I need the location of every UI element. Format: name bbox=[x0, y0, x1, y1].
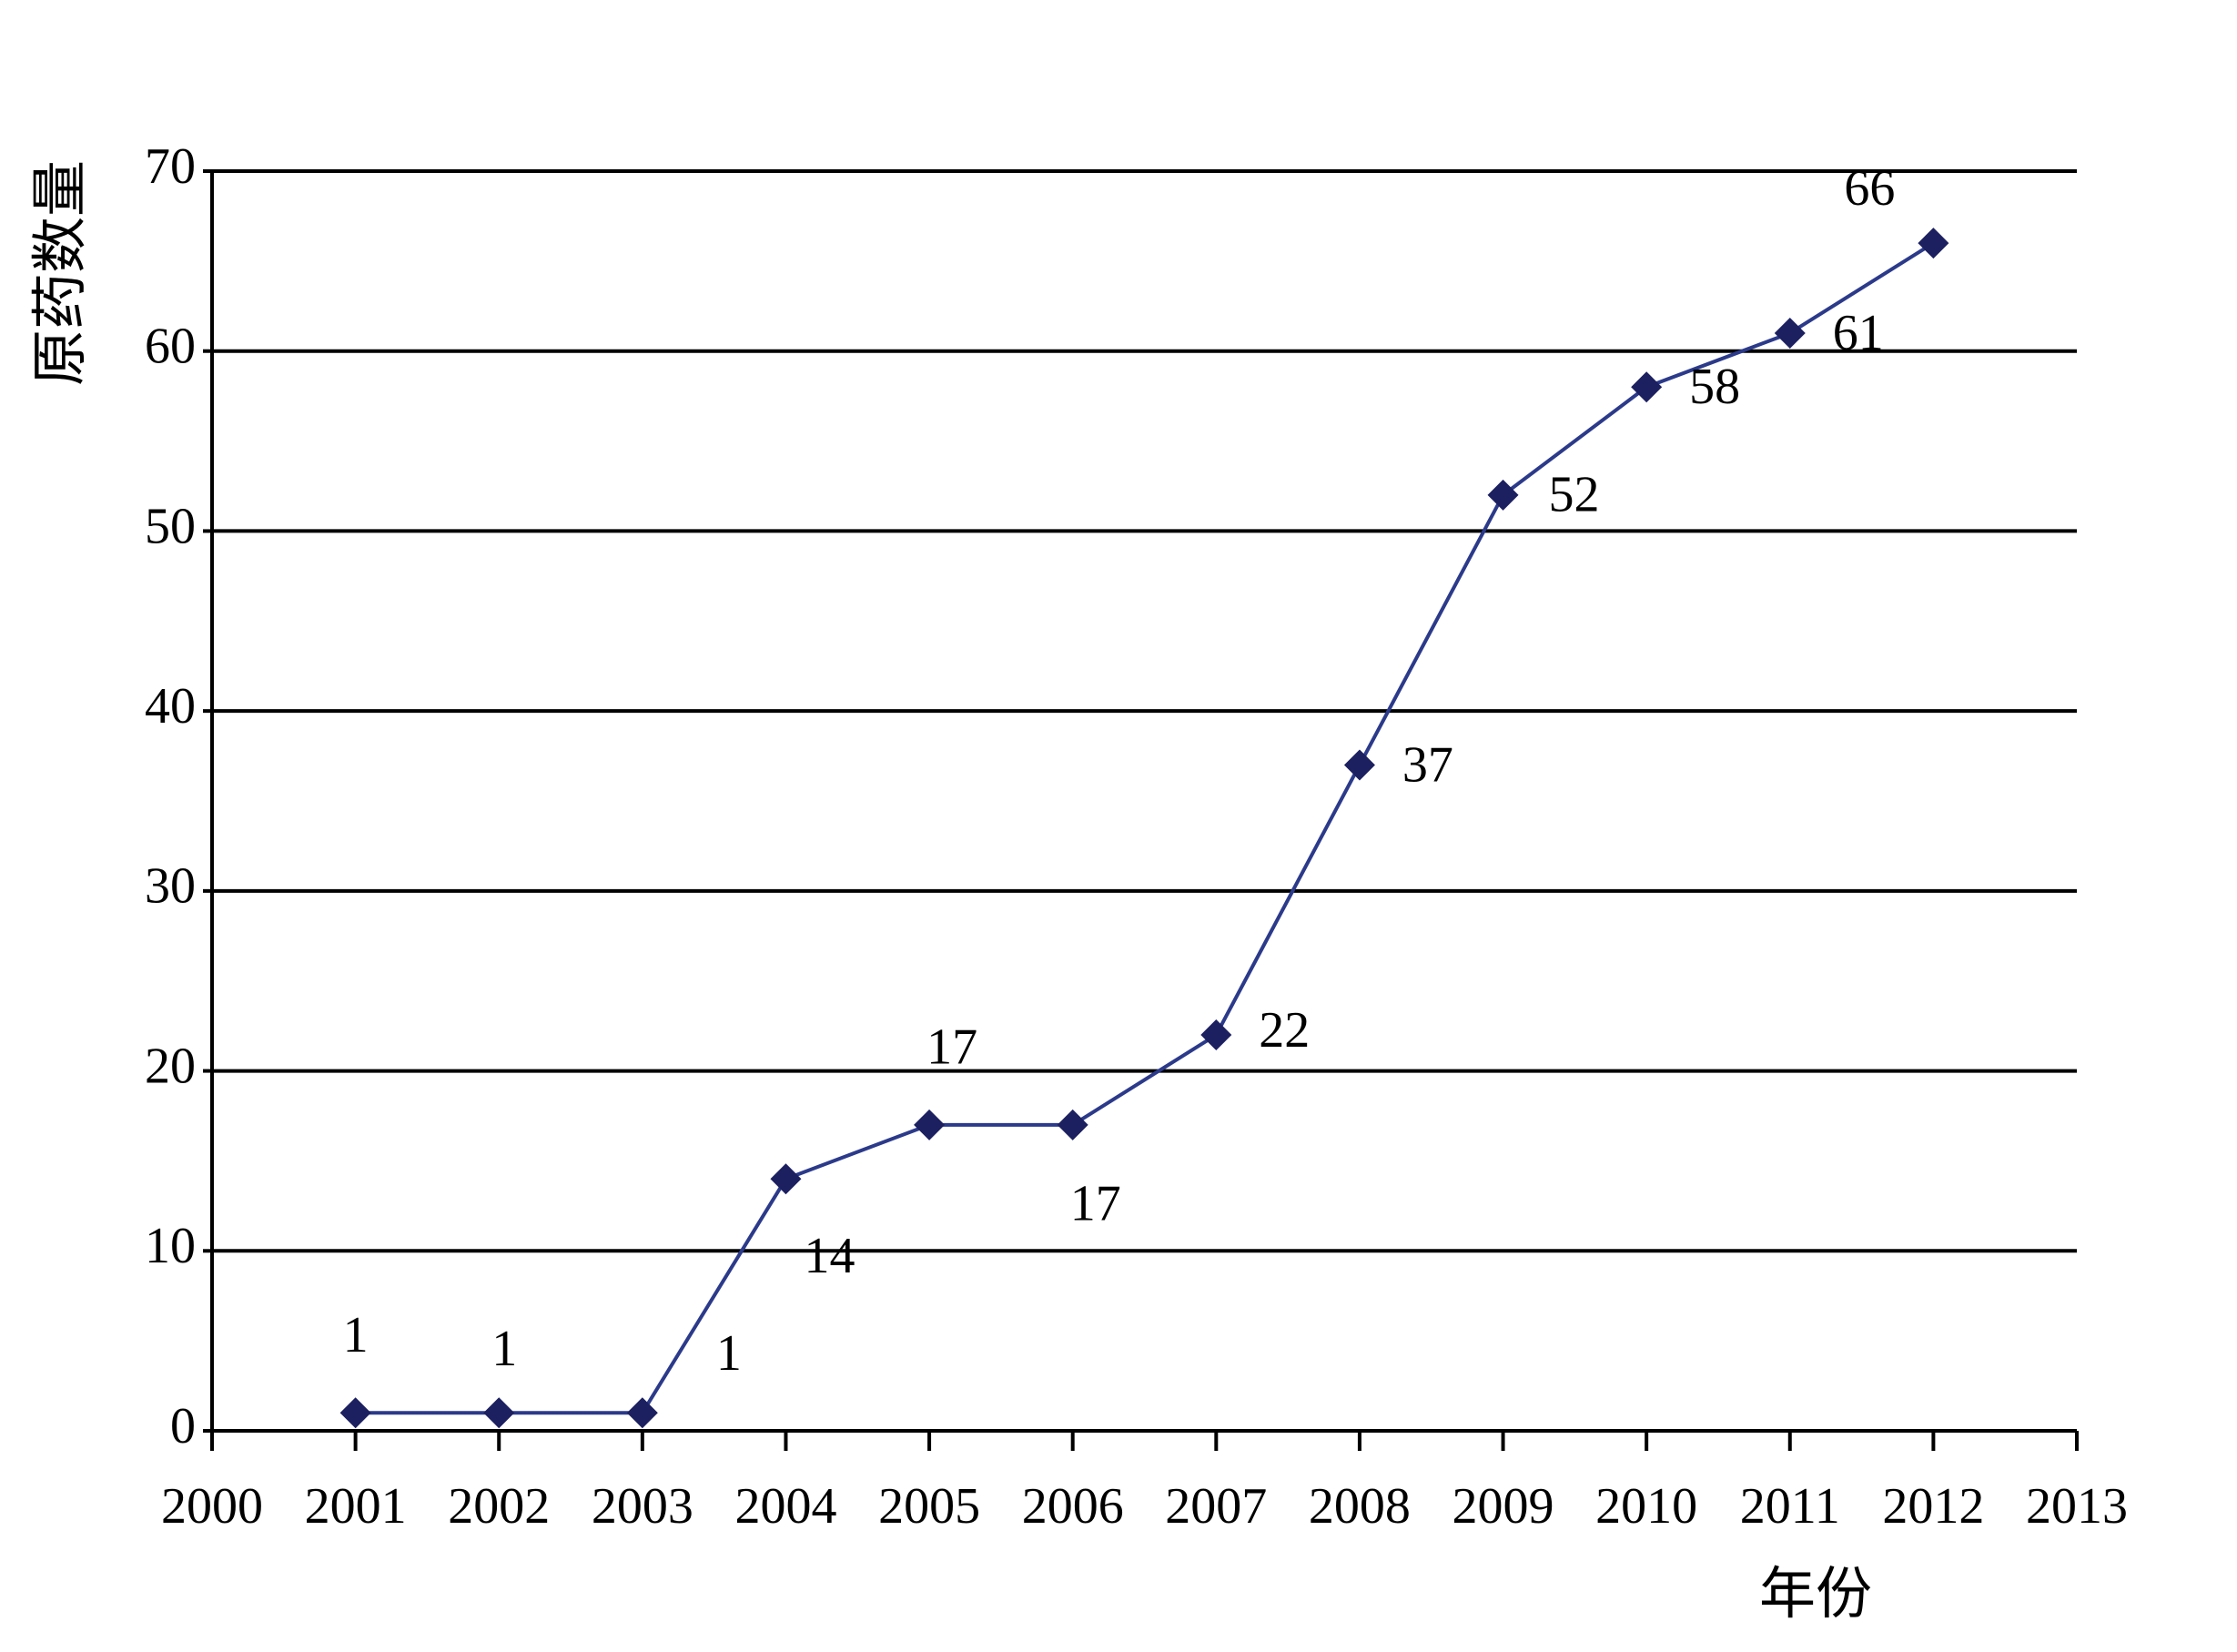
y-tick-label: 50 bbox=[145, 498, 196, 554]
y-axis-title: 原药数量 bbox=[26, 160, 93, 386]
x-tick-label: 2012 bbox=[1882, 1478, 1984, 1535]
x-tick-label: 2005 bbox=[878, 1478, 980, 1535]
y-tick-label: 70 bbox=[145, 138, 196, 195]
data-label: 17 bbox=[926, 1019, 977, 1076]
data-point-marker bbox=[1631, 371, 1663, 403]
data-point-marker bbox=[1918, 228, 1949, 259]
data-point-marker bbox=[1487, 479, 1519, 511]
axis-layer: 0 10 20 30 40 50 60 70 2000 2001 2002 2003 2004 2005 2… bbox=[145, 138, 2128, 1535]
data-point-marker bbox=[1774, 317, 1806, 349]
x-tick-label: 2000 bbox=[161, 1478, 263, 1535]
data-point-marker bbox=[914, 1109, 946, 1140]
x-tick-label: 2013 bbox=[2026, 1478, 2128, 1535]
data-point-marker bbox=[1057, 1109, 1088, 1140]
x-tick-label: 2010 bbox=[1595, 1478, 1697, 1535]
y-tick-label: 60 bbox=[145, 319, 196, 375]
x-tick-label: 2011 bbox=[1740, 1478, 1840, 1535]
data-point-marker bbox=[1343, 749, 1375, 781]
data-label: 58 bbox=[1689, 359, 1740, 415]
data-label: 17 bbox=[1070, 1176, 1121, 1232]
data-label: 52 bbox=[1549, 467, 1600, 523]
data-label: 14 bbox=[804, 1228, 855, 1284]
y-tick-label: 10 bbox=[145, 1218, 196, 1274]
x-tick-label: 2004 bbox=[734, 1478, 836, 1535]
y-tick-label: 0 bbox=[170, 1398, 196, 1454]
x-axis-title: 年份 bbox=[1759, 1560, 1872, 1627]
y-tick-label: 30 bbox=[145, 858, 196, 915]
data-point-marker bbox=[626, 1397, 658, 1429]
grid-layer bbox=[212, 169, 2077, 1253]
data-label: 61 bbox=[1833, 305, 1884, 361]
series-layer bbox=[339, 228, 1949, 1429]
data-label: 22 bbox=[1259, 1002, 1310, 1059]
y-tick-label: 40 bbox=[145, 678, 196, 735]
data-label: 37 bbox=[1402, 736, 1453, 793]
x-tick-label: 2003 bbox=[592, 1478, 693, 1535]
data-label: 1 bbox=[343, 1307, 369, 1363]
x-tick-label: 2009 bbox=[1453, 1478, 1554, 1535]
x-tick-label: 2007 bbox=[1165, 1478, 1267, 1535]
data-point-marker bbox=[339, 1397, 371, 1429]
data-label: 1 bbox=[491, 1321, 517, 1377]
y-tick-label: 20 bbox=[145, 1038, 196, 1094]
x-tick-label: 2001 bbox=[305, 1478, 407, 1535]
data-label: 1 bbox=[716, 1325, 742, 1382]
data-point-marker bbox=[1200, 1019, 1232, 1051]
x-tick-label: 2002 bbox=[448, 1478, 550, 1535]
x-tick-label: 2006 bbox=[1022, 1478, 1124, 1535]
x-tick-label: 2008 bbox=[1309, 1478, 1411, 1535]
data-point-marker bbox=[770, 1163, 802, 1195]
series-line bbox=[355, 241, 1935, 1415]
data-point-marker bbox=[483, 1397, 515, 1429]
data-label: 66 bbox=[1844, 160, 1895, 217]
